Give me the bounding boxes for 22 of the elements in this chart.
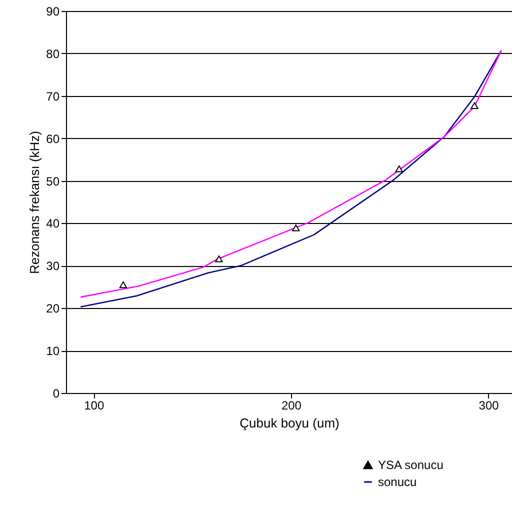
y-tick-label: 80 bbox=[46, 46, 60, 61]
y-tick-label: 40 bbox=[46, 216, 60, 231]
y-tick-label: 30 bbox=[46, 259, 60, 274]
x-tick-label: 100 bbox=[84, 398, 104, 412]
y-axis-title: Rezonans frekansı (kHz) bbox=[27, 130, 42, 274]
y-tick-label: 0 bbox=[52, 386, 60, 400]
legend-label: sonucu bbox=[378, 475, 417, 489]
x-tick-label: 200 bbox=[281, 398, 302, 412]
y-tick-label: 10 bbox=[46, 344, 60, 358]
point bbox=[119, 281, 128, 288]
x-tick-label: 300 bbox=[478, 398, 500, 412]
y-tick-label: 90 bbox=[46, 4, 60, 18]
y-tick-label: 70 bbox=[46, 89, 60, 104]
legend-label: YSA sonucu bbox=[378, 458, 444, 472]
point bbox=[215, 255, 223, 262]
point bbox=[292, 224, 300, 232]
point bbox=[470, 102, 478, 110]
y-tick-label: 60 bbox=[46, 132, 60, 146]
y-tick-label: 20 bbox=[46, 302, 60, 316]
x-axis-title: Çubuk boyu (um) bbox=[240, 416, 340, 430]
point bbox=[395, 165, 403, 172]
y-tick-label: 50 bbox=[46, 174, 60, 188]
